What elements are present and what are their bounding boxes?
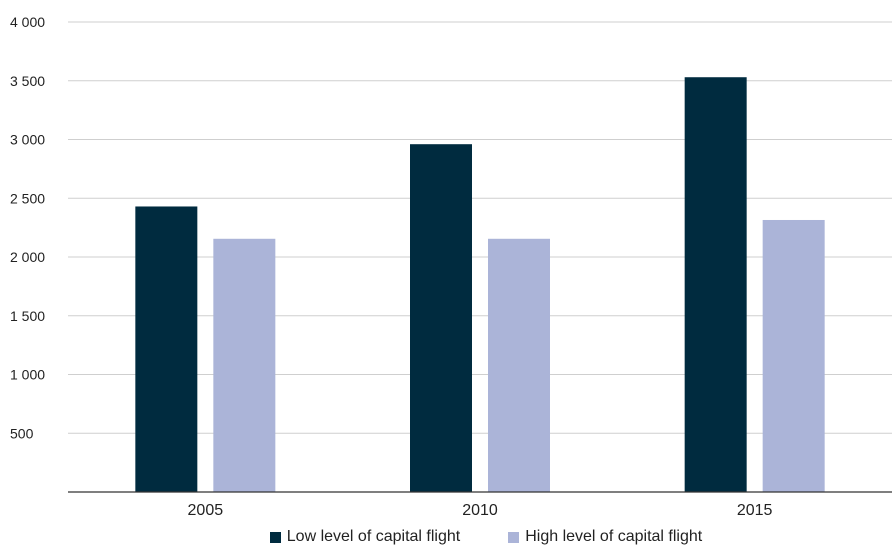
y-tick-label: 2 500: [10, 190, 45, 206]
bar-chart: 500 1 000 1 500 2 000 2 500 3 000 3 500 4 000 2…: [10, 14, 892, 519]
bar-high-2015: [762, 219, 825, 493]
bars: [135, 77, 825, 493]
bar-low-2010: [410, 144, 472, 492]
y-tick-label: 4 000: [10, 14, 45, 30]
legend-item-high: High level of capital flight: [508, 528, 702, 546]
bar-low-2015: [684, 77, 747, 492]
x-axis-tick-labels: 2005 2010 2015: [188, 502, 773, 519]
legend-label-high: High level of capital flight: [525, 528, 703, 545]
y-tick-label: 1 500: [10, 308, 45, 324]
y-axis-tick-labels: 500 1 000 1 500 2 000 2 500 3 000 3 500 4 000: [10, 14, 45, 441]
x-tick-label: 2015: [737, 502, 773, 519]
legend-swatch-high: [508, 531, 520, 543]
x-tick-label: 2010: [462, 502, 498, 519]
legend-label-low: Low level of capital flight: [286, 528, 461, 545]
x-tick-label: 2005: [188, 502, 224, 519]
y-tick-label: 3 500: [10, 73, 45, 89]
gridlines: [68, 21, 892, 434]
y-tick-label: 1 000: [10, 367, 45, 383]
bar-high-2005: [213, 238, 276, 492]
legend-swatch-low: [269, 531, 281, 543]
bar-low-2005: [135, 206, 198, 492]
y-tick-label: 500: [10, 425, 34, 441]
bar-high-2010: [488, 238, 550, 492]
y-tick-label: 3 000: [10, 132, 45, 148]
legend: Low level of capital flight High level o…: [0, 527, 892, 547]
y-tick-label: 2 000: [10, 249, 45, 265]
legend-item-low: Low level of capital flight: [269, 528, 461, 546]
